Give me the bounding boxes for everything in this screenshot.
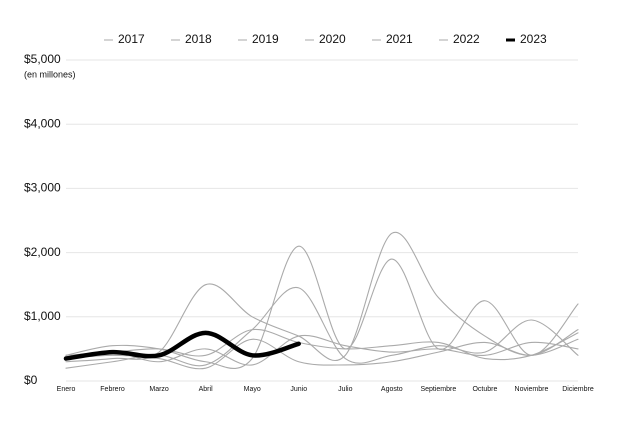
legend-label: 2017 <box>118 32 145 46</box>
x-tick-label: Febrero <box>100 386 125 393</box>
legend-label: 2021 <box>386 32 413 46</box>
x-tick-label: Diciembre <box>562 386 594 393</box>
y-tick-label: $4,000 <box>24 116 61 130</box>
y-tick-label: $1,000 <box>24 309 61 323</box>
series-line <box>63 330 301 361</box>
x-tick-label: Mayo <box>244 386 261 393</box>
x-tick-label: Noviembre <box>515 386 549 393</box>
x-tick-label: Agosto <box>381 386 403 393</box>
x-tick-label: Enero <box>57 386 76 393</box>
series-line <box>65 231 579 363</box>
chart-subtitle: (en millones) <box>24 69 76 79</box>
legend-label: 2019 <box>252 32 279 46</box>
series-line <box>65 334 579 366</box>
legend-label: 2023 <box>520 32 547 46</box>
x-tick-label: Octubre <box>472 386 497 393</box>
y-tick-label: $0 <box>24 373 38 387</box>
legend-label: 2020 <box>319 32 346 46</box>
x-tick-label: Julio <box>338 386 353 393</box>
series-line <box>65 328 579 361</box>
y-tick-label: $3,000 <box>24 181 61 195</box>
x-tick-label: Marzo <box>149 386 169 393</box>
x-tick-label: Junio <box>290 386 307 393</box>
x-tick-label: Abril <box>199 386 213 393</box>
series-line <box>65 245 579 369</box>
legend-label: 2022 <box>453 32 480 46</box>
y-tick-label: $5,000 <box>24 52 61 66</box>
legend-label: 2018 <box>185 32 212 46</box>
x-tick-label: Septiembre <box>420 386 456 393</box>
y-tick-label: $2,000 <box>24 245 61 259</box>
